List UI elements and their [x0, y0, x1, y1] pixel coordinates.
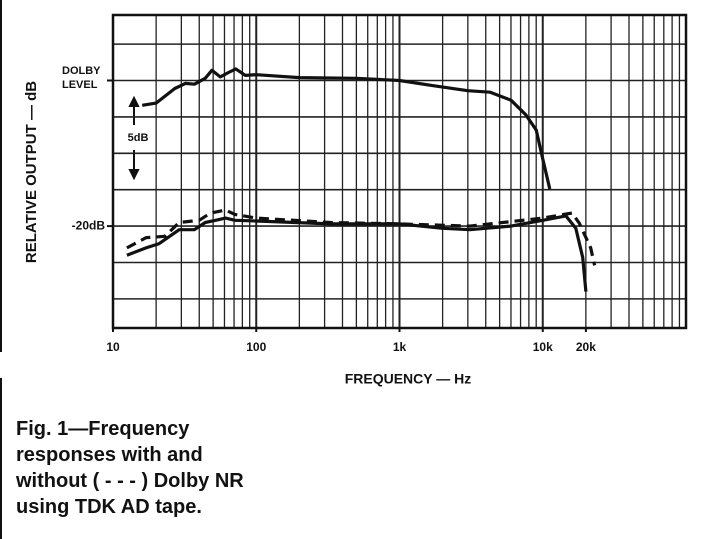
caption-line: Fig. 1—Frequency	[16, 418, 190, 440]
series-line	[126, 208, 597, 266]
y-tick-label: DOLBY LEVEL	[62, 65, 101, 91]
x-tick-label: 1k	[393, 340, 407, 354]
annotation: 5dB	[128, 132, 149, 144]
x-tick-label: 20k	[576, 340, 596, 354]
annotation-arrows	[128, 95, 140, 181]
caption: Fig. 1—Frequency responses with and withou…	[16, 416, 244, 520]
x-tick-label: 10	[106, 340, 120, 354]
y-tick-label: -20dB	[72, 218, 106, 232]
x-axis-label: FREQUENCY — Hz	[345, 371, 472, 387]
series-line	[141, 67, 552, 190]
x-tick-label: 100	[246, 340, 266, 354]
y-axis-label: RELATIVE OUTPUT — dB	[23, 81, 40, 263]
caption-line: without ( - - - ) Dolby NR	[16, 470, 244, 492]
series-line	[126, 214, 588, 292]
x-tick-label: 10k	[533, 340, 553, 354]
caption-line: using TDK AD tape.	[16, 496, 202, 518]
caption-line: responses with and	[16, 444, 203, 466]
